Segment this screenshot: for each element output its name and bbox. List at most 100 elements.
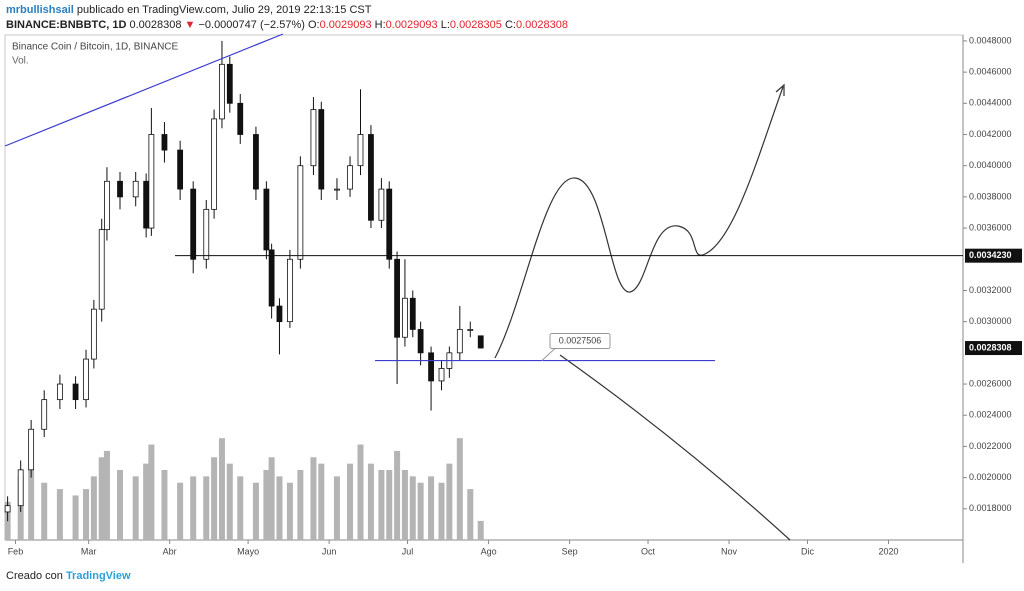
level-callout <box>549 333 611 350</box>
volume-bar <box>148 444 155 540</box>
projection-up <box>494 86 784 359</box>
footer-text: Creado con <box>6 570 63 582</box>
volume-bar <box>190 476 197 540</box>
volume-bar <box>467 489 474 540</box>
x-tick-label: Sep <box>562 546 578 556</box>
volume-bar <box>41 482 48 540</box>
author: mrbullishsail <box>6 4 74 16</box>
arrow: ▼ <box>184 19 196 31</box>
candle-body <box>467 329 474 331</box>
volume-bar <box>318 463 325 540</box>
candle-body <box>417 329 424 354</box>
volume-bar <box>103 450 110 540</box>
candle-body <box>297 165 304 260</box>
change: −0.0000747 (−2.57%) <box>198 19 305 31</box>
y-tick-label: 0.0024000 <box>969 410 1012 420</box>
volume-bar <box>132 476 139 540</box>
x-tick-label: Nov <box>721 546 738 556</box>
y-tick-label: 0.0040000 <box>969 160 1012 170</box>
volume-bar <box>347 463 354 540</box>
last-price-label: 0.0028308 <box>969 342 1012 352</box>
candle-body <box>456 329 463 354</box>
candle-body <box>72 383 79 401</box>
volume-bar <box>117 470 124 540</box>
candle-body <box>132 180 139 198</box>
ohlc-key: H: <box>374 19 386 31</box>
candle-body <box>56 383 63 401</box>
y-tick-label: 0.0030000 <box>969 316 1012 326</box>
volume-bar <box>276 476 283 540</box>
candle-body <box>357 134 364 167</box>
ohlc-key: L: <box>440 19 450 31</box>
projection-down <box>559 354 791 541</box>
volume-bar <box>286 482 293 540</box>
header: mrbullishsail publicado en TradingView.c… <box>6 3 568 33</box>
candle-body <box>104 180 110 231</box>
candle-body <box>477 335 484 349</box>
ohlc-value: 0.0028305 <box>449 19 502 31</box>
candle-body <box>117 180 123 198</box>
ohlc-value: 0.0029093 <box>319 19 372 31</box>
candle-body <box>4 505 11 513</box>
y-tick-label: 0.0048000 <box>969 35 1012 45</box>
volume-bar <box>409 476 416 540</box>
y-tick-label: 0.0044000 <box>969 98 1012 108</box>
level-tag <box>965 248 1022 263</box>
y-tick-label: 0.0032000 <box>969 285 1012 295</box>
candle-body <box>368 134 374 221</box>
candle-body <box>318 109 325 190</box>
candle-body <box>394 258 400 338</box>
candle-body <box>28 428 35 471</box>
volume-bar <box>401 470 408 540</box>
volume-bar <box>252 482 259 540</box>
volume-bar <box>446 463 453 540</box>
y-tick-label: 0.0038000 <box>969 191 1012 201</box>
candle-body <box>161 134 168 151</box>
volume-bar <box>438 482 445 540</box>
y-tick-label: 0.0018000 <box>969 503 1012 513</box>
candle-body <box>98 229 105 310</box>
candle-body <box>276 305 283 323</box>
x-tick-label: Abr <box>163 546 177 556</box>
x-tick-label: Ago <box>481 546 497 556</box>
candle-body <box>386 188 393 260</box>
header-line-1: mrbullishsail publicado en TradingView.c… <box>6 3 568 18</box>
candle-body <box>83 358 89 401</box>
y-tick-label: 0.0026000 <box>969 378 1012 388</box>
candle-body <box>203 208 210 260</box>
y-tick-label: 0.0042000 <box>969 129 1012 139</box>
candle-body <box>148 134 155 229</box>
candle-body <box>143 180 150 229</box>
volume-bar <box>211 457 218 540</box>
volume-bar <box>394 450 401 540</box>
volume-bar <box>90 476 97 540</box>
volume-bar <box>378 470 385 540</box>
x-tick-label: Dic <box>801 546 814 556</box>
volume-bar <box>268 457 275 540</box>
x-tick-label: Oct <box>641 546 656 556</box>
x-tick-label: Jul <box>402 546 414 556</box>
volume-bar <box>417 482 424 540</box>
candle-body <box>438 368 445 382</box>
level-label: 0.0034230 <box>969 250 1012 260</box>
y-tick-label: 0.0022000 <box>969 441 1012 451</box>
candle-body <box>268 249 275 307</box>
volume-bar <box>456 438 463 540</box>
x-tick-label: Mar <box>81 546 97 556</box>
candle-body <box>219 63 225 120</box>
callout-pointer <box>541 347 566 361</box>
candle-body <box>177 149 184 190</box>
candle-body <box>226 63 233 104</box>
published: publicado en TradingView.com, Julio 29, … <box>76 4 372 16</box>
candle-body <box>287 258 293 323</box>
volume-bar <box>297 470 304 540</box>
volume-bar <box>357 444 364 540</box>
footer: Creado con TradingView <box>6 570 131 582</box>
candle-body <box>378 188 385 221</box>
y-tick-label: 0.0046000 <box>969 66 1012 76</box>
volume-bar <box>56 489 63 540</box>
volume-bar <box>477 520 484 540</box>
x-tick-label: Jun <box>322 546 337 556</box>
candle-body <box>253 134 259 190</box>
